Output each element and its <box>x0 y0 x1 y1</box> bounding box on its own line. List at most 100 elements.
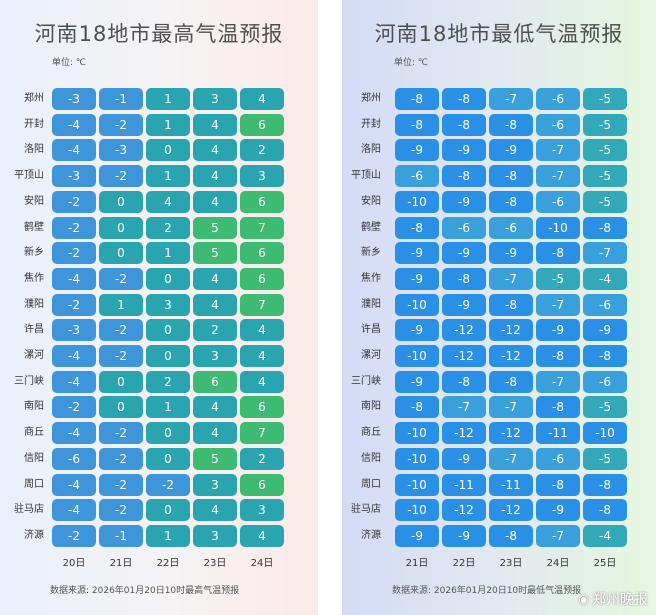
row-label: 安阳 <box>361 195 381 207</box>
temp-cell: -9 <box>442 447 486 470</box>
max-unit-label: 单位: ℃ <box>52 58 87 68</box>
temp-cell: -2 <box>99 319 143 342</box>
temp-cell: 1 <box>146 88 190 110</box>
temp-cell: -7 <box>442 396 486 419</box>
temp-cell: -6 <box>395 165 439 188</box>
row-label: 商丘 <box>24 427 44 439</box>
temp-cell: 4 <box>193 293 237 316</box>
temp-cell: -5 <box>536 267 580 290</box>
temp-cell: 0 <box>146 139 190 162</box>
temp-cell: 3 <box>193 345 237 367</box>
panel-divider <box>318 0 342 615</box>
temp-cell: 0 <box>99 396 143 419</box>
row-label: 三门峡 <box>14 375 44 387</box>
temp-cell: -9 <box>442 139 486 162</box>
temp-cell: -12 <box>489 319 533 342</box>
row-label: 许昌 <box>24 324 44 336</box>
row-label: 南阳 <box>361 401 381 413</box>
row-label: 周口 <box>361 478 381 490</box>
temp-cell: 3 <box>193 524 237 547</box>
temp-cell: -9 <box>442 524 486 547</box>
temp-cell: -9 <box>489 242 533 265</box>
temp-cell: -8 <box>442 88 486 110</box>
temp-cell: -3 <box>52 319 96 342</box>
temp-cell: 5 <box>193 447 237 470</box>
temp-cell: -12 <box>442 422 486 445</box>
row-label: 信阳 <box>361 452 381 464</box>
temp-cell: 4 <box>193 499 237 522</box>
temp-cell: -12 <box>442 499 486 522</box>
temp-cell: -12 <box>489 422 533 445</box>
column-label: 24日 <box>250 558 274 569</box>
temp-cell: -2 <box>99 267 143 290</box>
row-label: 新乡 <box>24 247 44 259</box>
temp-cell: 6 <box>240 396 284 419</box>
temp-cell: 4 <box>193 422 237 445</box>
temp-cell: -8 <box>395 396 439 419</box>
temp-cell: 4 <box>193 396 237 419</box>
row-label: 信阳 <box>24 452 44 464</box>
temp-cell: -5 <box>583 447 627 470</box>
temp-cell: -9 <box>395 524 439 547</box>
temp-cell: -8 <box>442 370 486 393</box>
temp-cell: 0 <box>146 447 190 470</box>
temp-cell: 2 <box>146 370 190 393</box>
temp-cell: -5 <box>583 190 627 213</box>
temp-cell: 4 <box>240 524 284 547</box>
temp-cell: -7 <box>536 293 580 316</box>
watermark-text: 郑州晚报 <box>592 592 648 608</box>
temp-cell: -6 <box>442 216 486 239</box>
temp-cell: -8 <box>442 267 486 290</box>
temp-cell: -7 <box>489 396 533 419</box>
temp-cell: -7 <box>536 524 580 547</box>
row-label: 濮阳 <box>24 298 44 310</box>
temp-cell: -10 <box>395 499 439 522</box>
row-label: 洛阳 <box>361 144 381 156</box>
temp-cell: -2 <box>52 216 96 239</box>
temp-cell: -5 <box>583 396 627 419</box>
max-source-note: 数据来源: 2026年01月20日10时最高气温预报 <box>50 586 240 596</box>
temp-cell: -4 <box>52 422 96 445</box>
temp-cell: 2 <box>193 319 237 342</box>
row-label: 济源 <box>361 529 381 541</box>
temp-cell: 6 <box>240 242 284 265</box>
temp-cell: -7 <box>536 370 580 393</box>
temp-cell: 3 <box>146 293 190 316</box>
temp-cell: -11 <box>442 473 486 496</box>
column-label: 25日 <box>593 558 617 569</box>
temp-cell: -8 <box>489 293 533 316</box>
temp-cell: 7 <box>240 216 284 239</box>
temp-cell: 1 <box>146 524 190 547</box>
weibo-icon: ◉ <box>578 592 589 606</box>
row-label: 商丘 <box>361 427 381 439</box>
temp-cell: -9 <box>395 242 439 265</box>
temp-cell: -10 <box>395 447 439 470</box>
row-label: 新乡 <box>361 247 381 259</box>
temp-cell: -2 <box>52 242 96 265</box>
temp-cell: -8 <box>583 345 627 367</box>
temp-cell: 0 <box>99 216 143 239</box>
temp-cell: -3 <box>99 139 143 162</box>
temp-cell: 4 <box>193 267 237 290</box>
temp-cell: 4 <box>146 190 190 213</box>
temp-cell: -6 <box>583 370 627 393</box>
temp-cell: 0 <box>99 242 143 265</box>
column-label: 23日 <box>203 558 227 569</box>
temp-cell: -9 <box>395 139 439 162</box>
row-label: 三门峡 <box>351 375 381 387</box>
temp-cell: -8 <box>489 113 533 136</box>
row-label: 洛阳 <box>24 144 44 156</box>
temp-cell: 3 <box>240 499 284 522</box>
temp-cell: -1 <box>99 88 143 110</box>
temp-cell: -6 <box>536 447 580 470</box>
column-label: 24日 <box>546 558 570 569</box>
temp-cell: -9 <box>489 139 533 162</box>
max-temp-panel: 河南18地市最高气温预报 单位: ℃ 郑州 -3 -1 1 3 4 开封 -4 -2 1 4 6 洛阳 -… <box>0 0 318 615</box>
temp-cell: -9 <box>536 499 580 522</box>
temp-cell: -6 <box>536 88 580 110</box>
row-label: 济源 <box>24 529 44 541</box>
row-label: 鹤壁 <box>24 221 44 233</box>
temp-cell: -8 <box>536 473 580 496</box>
temp-cell: -8 <box>395 216 439 239</box>
row-label: 开封 <box>24 118 44 130</box>
